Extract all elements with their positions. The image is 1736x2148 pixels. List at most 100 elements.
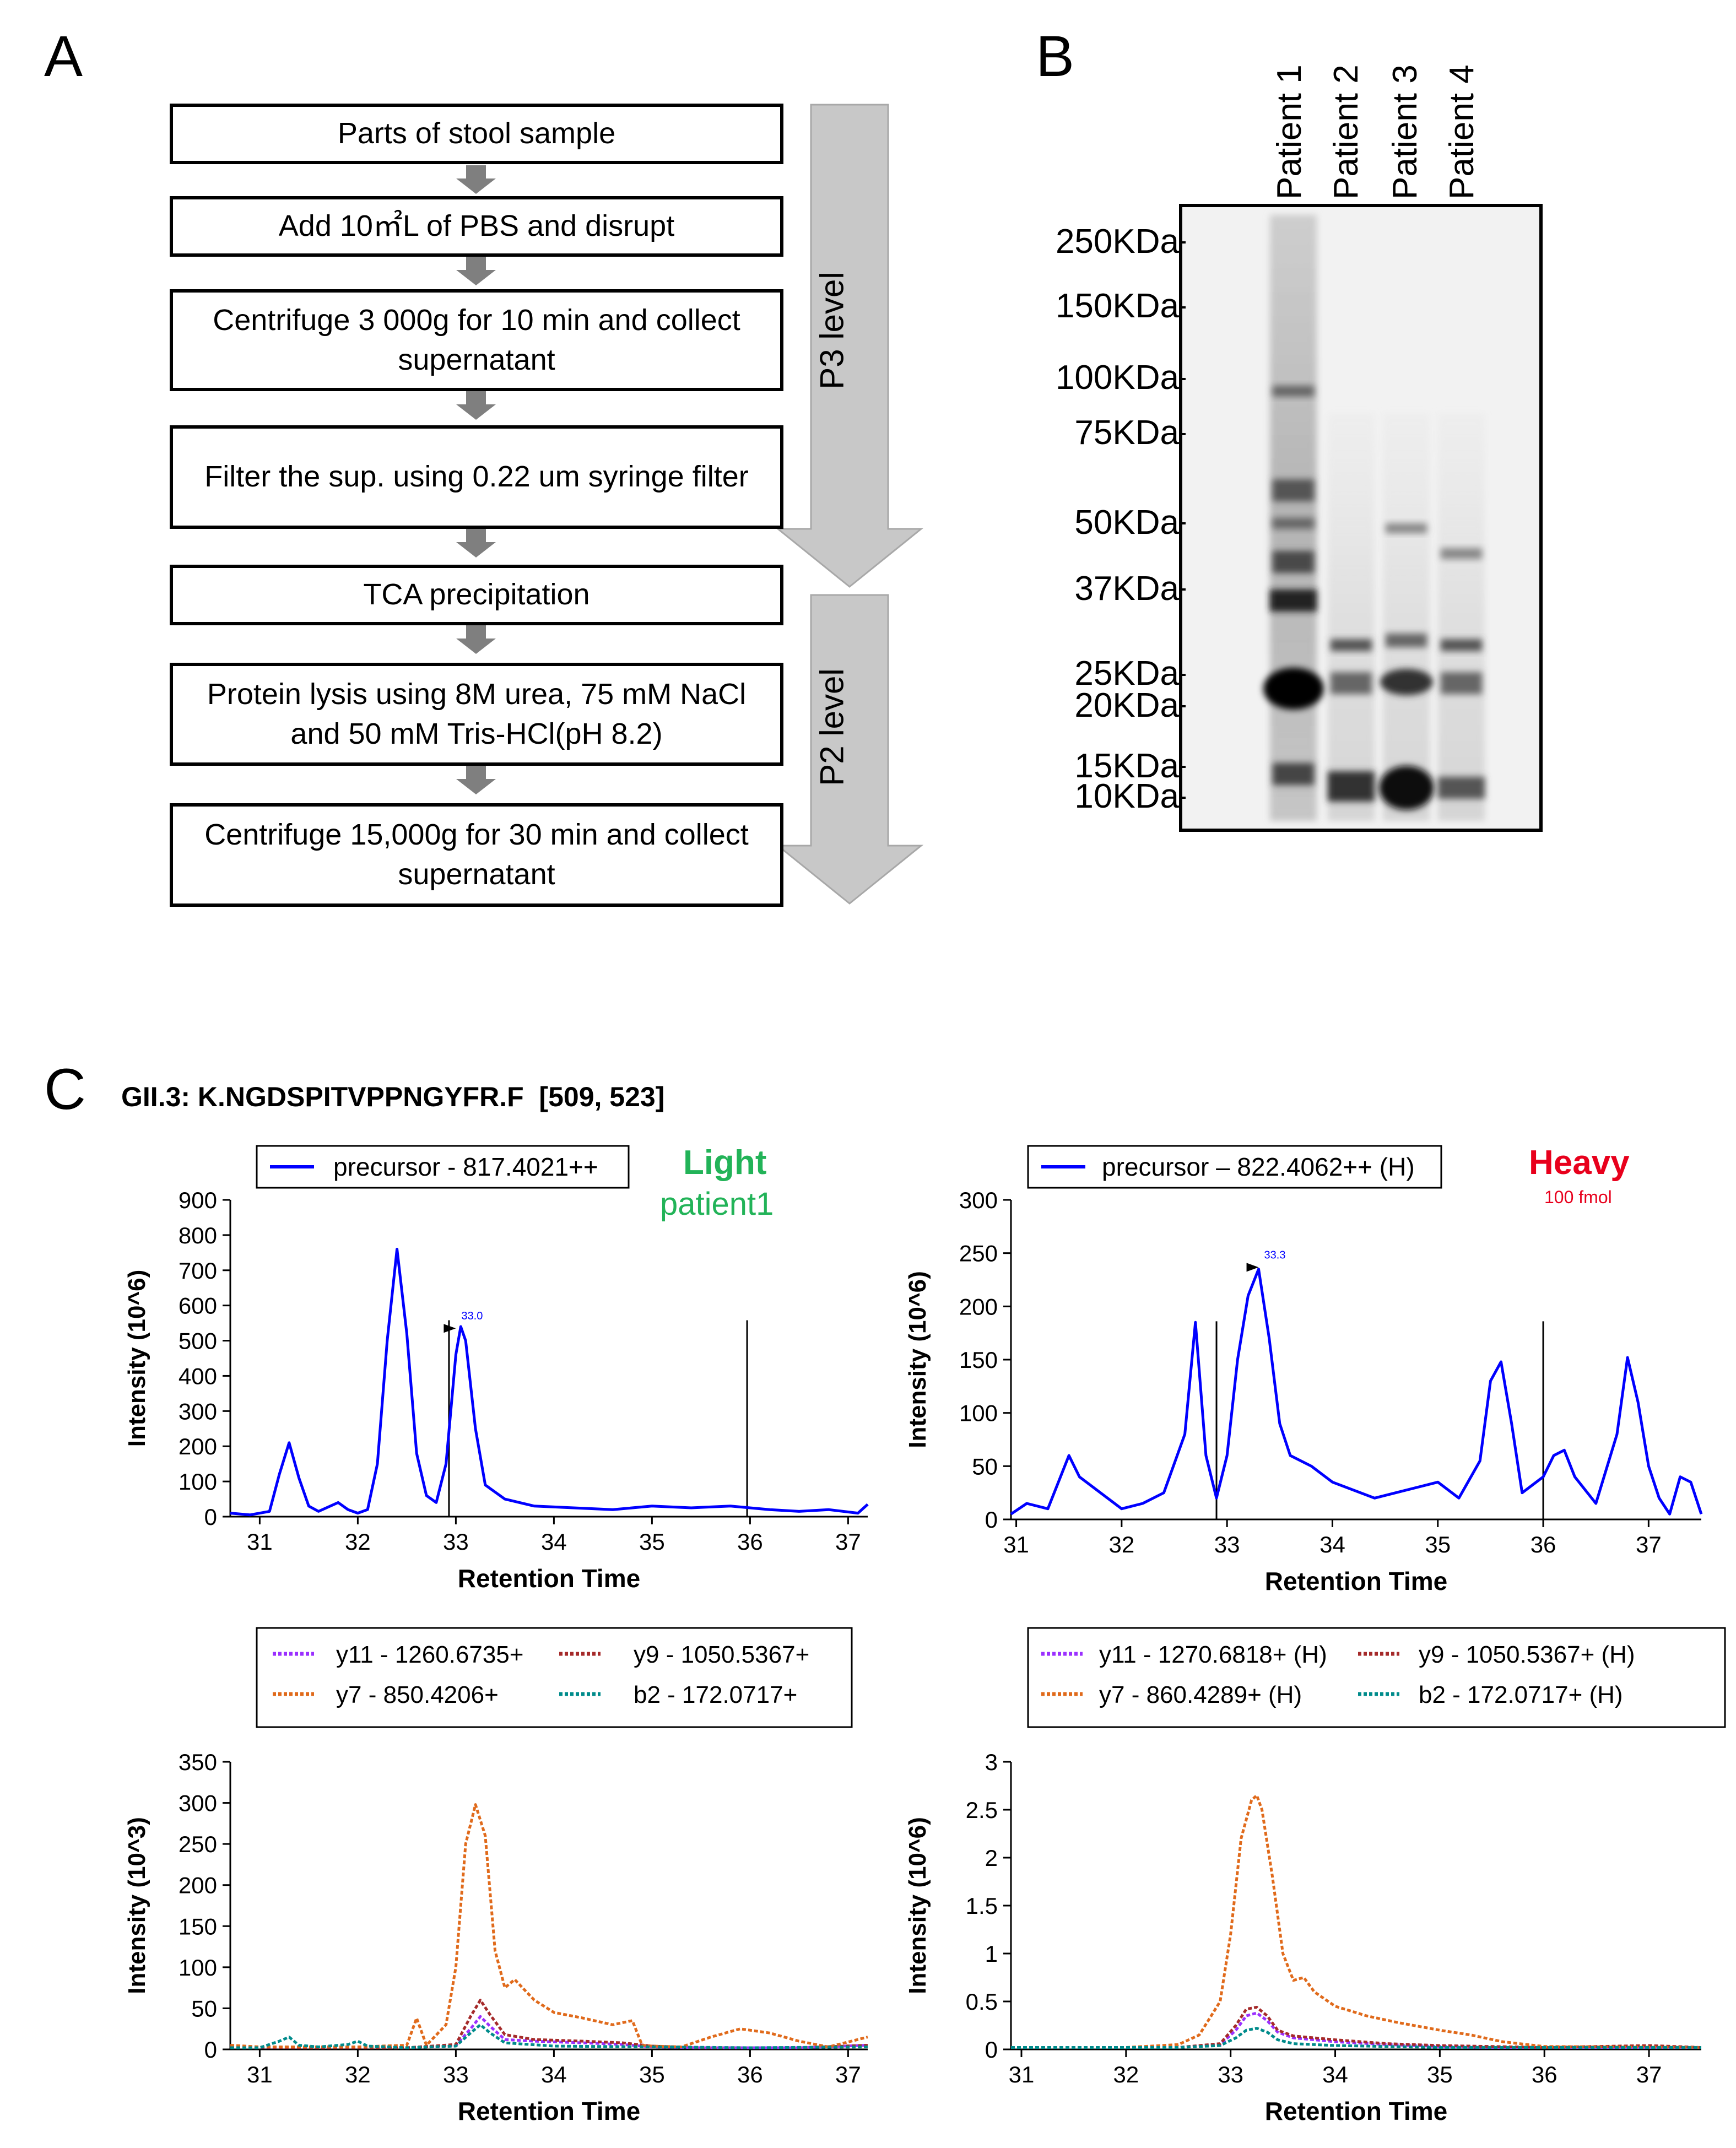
- chart-precursor-light-legend: precursor - 817.4021++: [256, 1145, 630, 1189]
- sds-page-gel: [1179, 204, 1543, 832]
- chart4-series-3: [1011, 1794, 1702, 2049]
- chart3-ytick-label: 0: [204, 2037, 217, 2063]
- connector-arrow-1: [456, 165, 496, 194]
- light-sample-label: patient1: [660, 1186, 774, 1222]
- connector-arrow-4: [456, 529, 496, 558]
- lane-label-patient-1: Patient 1: [1270, 64, 1308, 199]
- chart1-ytick-label: 800: [179, 1222, 217, 1248]
- flow-step-7: Centrifuge 15,000g for 30 min and collec…: [170, 803, 783, 907]
- chart2-ytick-label: 250: [959, 1241, 998, 1267]
- chart2-xtick-label: 35: [1425, 1532, 1451, 1557]
- chart1-ytick-label: 100: [179, 1469, 217, 1495]
- marker-37kda: 37KDa: [1074, 570, 1179, 608]
- flow-step-1: Parts of stool sample: [170, 104, 783, 164]
- connector-arrow-5: [456, 625, 496, 654]
- chart3-xtick-label: 35: [639, 2062, 665, 2087]
- marker-15kda: 15KDa: [1074, 747, 1179, 785]
- chart1-series-1: [230, 1247, 869, 1517]
- connector-arrow-2: [456, 257, 496, 285]
- heavy-label: Heavy: [1529, 1144, 1630, 1182]
- chart1-ytick-label: 600: [179, 1293, 217, 1319]
- chart-transitions-heavy-legend: y11 - 1270.6818+ (H) y9 - 1050.5367+ (H)…: [1027, 1627, 1726, 1728]
- chart3-xtick-label: 34: [541, 2062, 567, 2087]
- chart3-ytick-label: 300: [179, 1790, 217, 1816]
- chart4-ytick-label: 1.5: [966, 1893, 998, 1919]
- chart1-ytick-label: 300: [179, 1398, 217, 1424]
- chart3-ytick-label: 350: [179, 1749, 217, 1775]
- legend-precursor-heavy-label: precursor – 822.4062++ (H): [1102, 1153, 1415, 1181]
- chart4-xlabel: Retention Time: [1265, 2097, 1447, 2125]
- chart4-xtick-label: 37: [1636, 2062, 1662, 2087]
- chart2-series-1: [1010, 1268, 1703, 1516]
- chart1-ylabel: Intensity (10^6): [123, 1270, 150, 1447]
- chart1-xtick-label: 34: [541, 1529, 567, 1555]
- chart2-xtick-label: 37: [1636, 1532, 1662, 1557]
- legend-y7-label: y7 - 850.4206+: [336, 1681, 499, 1708]
- chart1-xtick-label: 31: [247, 1529, 273, 1555]
- chart-precursor-light: 0 100 200 300 400 500 600 700 800 900 31 32 33 34 35 36…: [123, 1145, 869, 1593]
- chart-transitions-light-legend: y11 - 1260.6735+ y9 - 1050.5367+ y7 - 85…: [256, 1627, 853, 1728]
- legend-y7-h-label: y7 - 860.4289+ (H): [1099, 1681, 1302, 1708]
- chart1-xtick-label: 37: [835, 1529, 861, 1555]
- flowchart-connectors: [456, 104, 924, 905]
- marker-column: 250KDa 150KDa 100KDa 75KDa 50KDa 37KDa 2…: [1019, 209, 1179, 837]
- legend-b2-label: b2 - 172.0717+: [634, 1681, 797, 1708]
- chart3-series-1: [230, 2015, 868, 2049]
- chart2-xtick-label: 36: [1531, 1532, 1556, 1557]
- chart4-xtick-label: 32: [1113, 2062, 1139, 2087]
- chart1-xtick-label: 35: [639, 1529, 665, 1555]
- chart3-ytick-label: 50: [191, 1995, 217, 2021]
- chart4-ytick-label: 2: [985, 1845, 998, 1871]
- flow-step-2: Add 10㎡L of PBS and disrupt: [170, 196, 783, 257]
- legend-y9-h-label: y9 - 1050.5367+ (H): [1419, 1641, 1635, 1668]
- lane-label-patient-2: Patient 2: [1327, 64, 1365, 199]
- legend-y9-label: y9 - 1050.5367+: [634, 1641, 809, 1668]
- chart1-ytick-label: 500: [179, 1328, 217, 1354]
- chart2-xlabel: Retention Time: [1265, 1567, 1447, 1595]
- chart2-xtick-label: 31: [1003, 1532, 1029, 1557]
- chart4-xtick-label: 35: [1427, 2062, 1453, 2087]
- chart-transitions-heavy: 0 0.5 1 1.5 2 2.5 3 31 32 33 34 35 36 37 Retention Tim…: [904, 1627, 1726, 2125]
- chart3-ytick-label: 200: [179, 1873, 217, 1898]
- light-label: Light: [683, 1144, 767, 1182]
- marker-10kda: 10KDa: [1074, 777, 1179, 815]
- flow-step-4: Filter the sup. using 0.22 um syringe fi…: [170, 425, 783, 529]
- chart4-ylabel: Intensity (10^6): [904, 1817, 931, 1994]
- chart3-series-3: [230, 1803, 868, 2048]
- chart3-ylabel: Intensity (10^3): [123, 1817, 150, 1994]
- lane-label-patient-4: Patient 4: [1443, 64, 1481, 199]
- chart3-xtick-label: 32: [345, 2062, 371, 2087]
- chart2-ytick-label: 0: [985, 1507, 998, 1533]
- chart4-xtick-label: 34: [1322, 2062, 1348, 2087]
- chart3-xtick-label: 33: [443, 2062, 469, 2087]
- legend-precursor-light-label: precursor - 817.4021++: [333, 1153, 598, 1181]
- gel-lane-2: [1328, 413, 1375, 821]
- lane-label-patient-3: Patient 3: [1386, 64, 1424, 199]
- gel-lane-4: [1438, 413, 1485, 821]
- chart4-ytick-label: 1: [985, 1941, 998, 1967]
- chart3-xtick-label: 31: [247, 2062, 273, 2087]
- chart2-ytick-label: 200: [959, 1294, 998, 1319]
- chart4-xtick-label: 36: [1532, 2062, 1557, 2087]
- chart-precursor-heavy-legend: precursor – 822.4062++ (H): [1027, 1145, 1442, 1189]
- chart1-ytick-label: 400: [179, 1363, 217, 1389]
- chart1-xtick-label: 33: [443, 1529, 469, 1555]
- chart2-xtick-label: 34: [1319, 1532, 1345, 1557]
- marker-75kda: 75KDa: [1074, 414, 1179, 452]
- chart3-ytick-label: 100: [179, 1955, 217, 1981]
- legend-b2-h-label: b2 - 172.0717+ (H): [1419, 1681, 1623, 1708]
- chart3-xtick-label: 36: [737, 2062, 763, 2087]
- panel-a-letter: A: [44, 24, 83, 89]
- level-arrow-p3: [775, 104, 924, 588]
- chart2-peak-marker: [1246, 1263, 1259, 1272]
- chart4-series-1: [1011, 2011, 1701, 2049]
- flow-step-6: Protein lysis using 8M urea, 75 mM NaCl …: [170, 663, 783, 766]
- chart2-ytick-label: 50: [972, 1453, 998, 1479]
- chart4-xtick-label: 31: [1009, 2062, 1035, 2087]
- chart1-peak-label: 33.0: [461, 1310, 483, 1322]
- chart4-xtick-label: 33: [1218, 2062, 1243, 2087]
- chart3-ytick-label: 150: [179, 1913, 217, 1939]
- chart1-xtick-label: 32: [345, 1529, 371, 1555]
- legend-y11-h-label: y11 - 1270.6818+ (H): [1099, 1641, 1327, 1668]
- chart4-ytick-label: 0.5: [966, 1989, 998, 2015]
